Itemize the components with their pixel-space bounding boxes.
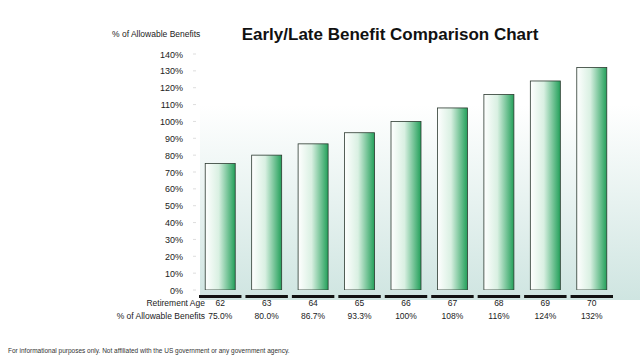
y-tick (193, 172, 196, 173)
y-tick-label: 0% (170, 286, 183, 296)
y-tick (193, 205, 196, 206)
bar (298, 144, 328, 290)
y-tick-label: 60% (165, 184, 183, 194)
x-tick-label: 68 (494, 298, 504, 308)
y-tick (193, 70, 196, 71)
data-label: 93.3% (348, 311, 373, 321)
bar (577, 67, 607, 290)
y-tick-label: 130% (160, 66, 183, 76)
y-tick (193, 121, 196, 122)
y-tick (193, 290, 196, 291)
x-tick-label: 63 (262, 298, 272, 308)
y-tick-label: 30% (165, 235, 183, 245)
chart-root: Early/Late Benefit Comparison Chart % of … (0, 0, 640, 360)
bar (252, 155, 282, 290)
y-axis-label: % of Allowable Benefits (112, 29, 200, 39)
bar (437, 108, 467, 290)
y-tick-label: 140% (160, 50, 183, 60)
x-tick-label: 64 (308, 298, 318, 308)
x-tick-label: 67 (448, 298, 458, 308)
data-label: 75.0% (208, 311, 233, 321)
y-tick-label: 110% (161, 100, 183, 110)
y-tick-label: 90% (165, 134, 183, 144)
y-tick (193, 104, 196, 105)
y-tick-label: 80% (165, 151, 183, 161)
y-tick-label: 120% (160, 83, 183, 93)
y-tick (193, 256, 196, 257)
x-tick-label: 66 (401, 298, 411, 308)
y-tick-label: 40% (165, 218, 183, 228)
y-tick (193, 188, 196, 189)
y-tick-label: 50% (165, 201, 183, 211)
y-tick-label: 70% (165, 168, 183, 178)
y-tick (193, 155, 196, 156)
title: Early/Late Benefit Comparison Chart (242, 25, 539, 44)
x-tick-label: 70 (587, 298, 597, 308)
bar (391, 121, 421, 290)
bar (205, 164, 235, 290)
row-label: % of Allowable Benefits (117, 311, 205, 321)
x-tick-label: 62 (215, 298, 225, 308)
data-label: 80.0% (255, 311, 280, 321)
y-tick (193, 87, 196, 88)
y-tick-label: 100% (160, 117, 183, 127)
bars (205, 67, 607, 290)
x-axis-label: Retirement Age (146, 298, 205, 308)
data-label: 132% (581, 311, 603, 321)
footnote: For informational purposes only. Not aff… (8, 347, 290, 355)
data-label: 124% (534, 311, 556, 321)
bar (345, 133, 375, 290)
background (200, 105, 640, 300)
y-tick (193, 54, 196, 55)
y-tick-label: 10% (165, 269, 183, 279)
y-tick-label: 20% (165, 252, 183, 262)
data-label: 86.7% (301, 311, 326, 321)
chart: Early/Late Benefit Comparison Chart % of … (0, 0, 640, 360)
y-tick (193, 239, 196, 240)
y-tick (193, 222, 196, 223)
x-tick-label: 69 (541, 298, 551, 308)
x-tick-label: 65 (355, 298, 365, 308)
bar (530, 81, 560, 290)
data-label: 108% (442, 311, 464, 321)
bar (484, 94, 514, 290)
y-tick (193, 273, 196, 274)
data-label: 100% (395, 311, 417, 321)
data-label: 116% (488, 311, 510, 321)
y-tick (193, 138, 196, 139)
